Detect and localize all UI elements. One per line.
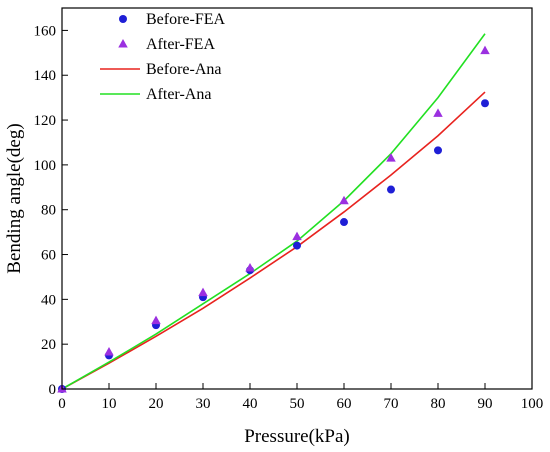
x-tick-label: 40 bbox=[243, 396, 258, 412]
legend-entry-after-fea: After-FEA bbox=[118, 36, 215, 53]
y-tick-label: 40 bbox=[41, 292, 56, 308]
x-tick-label: 10 bbox=[102, 396, 117, 412]
y-tick-label: 80 bbox=[41, 203, 56, 219]
x-axis-ticks: 0 10 20 30 40 50 60 70 80 90 100 bbox=[58, 383, 543, 412]
point-after-fea bbox=[198, 287, 208, 297]
y-tick-label: 140 bbox=[34, 68, 57, 84]
y-axis-ticks: 0 20 40 60 80 100 120 140 160 bbox=[34, 23, 68, 398]
legend-entry-before-fea: Before-FEA bbox=[119, 11, 226, 28]
x-tick-label: 20 bbox=[149, 396, 164, 412]
point-after-fea bbox=[292, 231, 302, 241]
plot-markers bbox=[57, 45, 490, 393]
point-before-fea bbox=[340, 218, 348, 227]
point-after-fea bbox=[151, 315, 161, 325]
legend-label-after-fea: After-FEA bbox=[146, 36, 215, 53]
x-tick-label: 0 bbox=[58, 396, 66, 412]
legend: Before-FEA After-FEA Before-Ana After-An… bbox=[100, 11, 226, 103]
y-tick-label: 60 bbox=[41, 248, 56, 264]
x-axis-title: Pressure(kPa) bbox=[244, 426, 350, 447]
y-tick-label: 20 bbox=[41, 337, 56, 353]
point-after-fea bbox=[386, 153, 396, 162]
legend-marker-before-fea bbox=[119, 15, 127, 23]
x-tick-label: 50 bbox=[290, 396, 305, 412]
series-line-before-ana bbox=[61, 91, 486, 390]
series-line-after-ana bbox=[61, 33, 486, 390]
y-tick-label: 120 bbox=[34, 113, 57, 129]
plot-lines bbox=[61, 33, 486, 390]
legend-entry-after-ana: After-Ana bbox=[100, 86, 211, 103]
x-tick-label: 90 bbox=[478, 396, 493, 412]
point-after-fea bbox=[433, 108, 443, 117]
legend-marker-after-fea bbox=[118, 39, 128, 48]
point-before-fea bbox=[434, 146, 442, 155]
legend-label-before-fea: Before-FEA bbox=[146, 11, 226, 28]
x-tick-label: 60 bbox=[337, 396, 352, 412]
y-axis-title: Bending angle(deg) bbox=[4, 123, 25, 273]
point-before-fea bbox=[481, 99, 489, 108]
point-after-fea bbox=[339, 195, 349, 205]
point-after-fea bbox=[104, 347, 114, 356]
legend-entry-before-ana: Before-Ana bbox=[100, 61, 222, 78]
point-before-fea bbox=[293, 241, 301, 250]
y-tick-label: 160 bbox=[34, 23, 57, 39]
x-tick-label: 30 bbox=[196, 396, 211, 412]
legend-label-after-ana: After-Ana bbox=[146, 86, 211, 103]
x-tick-label: 70 bbox=[384, 396, 399, 412]
point-after-fea bbox=[245, 262, 255, 272]
x-tick-label: 100 bbox=[521, 396, 544, 412]
point-after-fea bbox=[480, 45, 490, 55]
x-tick-label: 80 bbox=[431, 396, 446, 412]
y-tick-label: 0 bbox=[49, 382, 57, 398]
legend-label-before-ana: Before-Ana bbox=[146, 61, 222, 78]
y-tick-label: 100 bbox=[34, 158, 57, 174]
point-before-fea bbox=[387, 185, 395, 194]
